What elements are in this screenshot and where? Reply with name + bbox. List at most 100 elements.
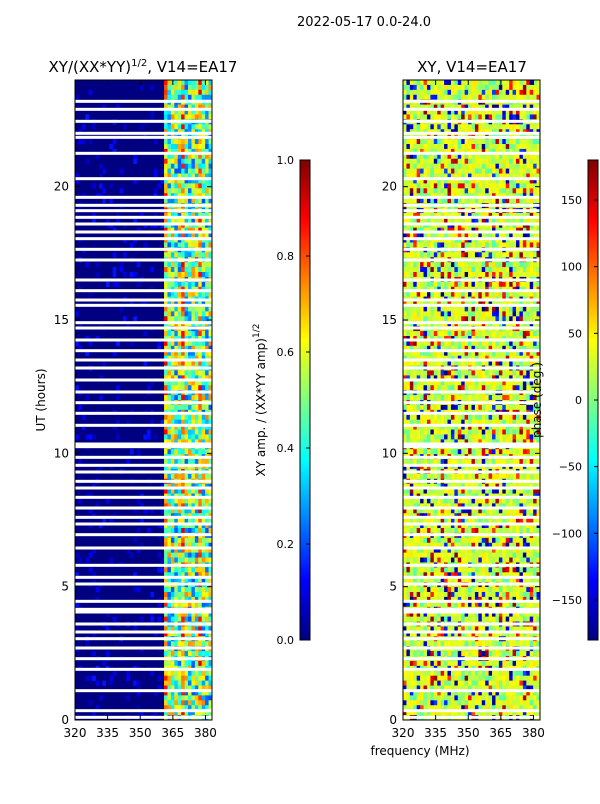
phase-cell	[430, 80, 434, 85]
amp-cell	[178, 385, 182, 390]
phase-cell	[420, 242, 424, 247]
phase-cell	[475, 316, 479, 321]
amp-cell	[188, 316, 192, 321]
phase-cell	[519, 188, 523, 193]
amp-cell	[205, 641, 209, 646]
phase-cell	[516, 272, 520, 277]
phase-cell	[492, 114, 496, 119]
phase-cell	[420, 95, 424, 100]
amp-cell	[178, 80, 182, 85]
amp-cell	[191, 341, 195, 346]
amp-cell	[198, 198, 202, 203]
phase-cell	[441, 183, 445, 188]
phase-cell	[526, 242, 530, 247]
phase-cell	[410, 341, 414, 346]
phase-cell	[441, 341, 445, 346]
amp-ytick-label: 10	[54, 446, 69, 460]
phase-cell	[437, 114, 441, 119]
amp-cell	[178, 164, 182, 169]
amp-cell	[164, 85, 168, 90]
phase-cell	[437, 252, 441, 257]
amp-cell	[198, 676, 202, 681]
phase-cell	[420, 114, 424, 119]
phase-cell	[430, 385, 434, 390]
amp-flag-row	[75, 391, 212, 394]
phase-cell	[489, 139, 493, 144]
phase-cell	[461, 252, 465, 257]
amp-cell	[96, 681, 100, 686]
phase-cell	[499, 164, 503, 169]
amp-flag-row	[75, 496, 212, 499]
phase-cell	[403, 370, 407, 375]
phase-cell	[516, 292, 520, 297]
phase-cell	[513, 395, 517, 400]
phase-cell	[475, 164, 479, 169]
amp-cell	[164, 434, 168, 439]
phase-cell	[468, 385, 472, 390]
phase-cell	[499, 139, 503, 144]
phase-cell	[441, 164, 445, 169]
amp-cell	[174, 267, 178, 272]
phase-cell	[451, 242, 455, 247]
phase-cell	[424, 114, 428, 119]
phase-cell	[424, 144, 428, 149]
amp-cell	[188, 370, 192, 375]
phase-cell	[472, 169, 476, 174]
phase-cell	[410, 282, 414, 287]
amp-cell	[157, 183, 161, 188]
amp-flag-row	[75, 196, 212, 199]
amp-cell	[137, 449, 141, 454]
amp-cell	[205, 370, 209, 375]
amp-cell	[171, 592, 175, 597]
amp-cell	[78, 498, 82, 503]
amp-cell	[185, 385, 189, 390]
phase-cell	[509, 159, 513, 164]
phase-cell	[482, 385, 486, 390]
amp-cell	[185, 700, 189, 705]
phase-cell	[427, 415, 431, 420]
phase-cell	[434, 316, 438, 321]
phase-cell	[519, 124, 523, 129]
amp-flag-row	[75, 231, 212, 234]
amp-flag-row	[75, 689, 212, 692]
amp-flag-row	[75, 248, 212, 251]
amp-cell	[205, 459, 209, 464]
phase-cell	[465, 164, 469, 169]
amp-cell	[198, 567, 202, 572]
phase-cell	[417, 159, 421, 164]
phase-cell	[424, 395, 428, 400]
amp-cell	[154, 169, 158, 174]
phase-cell	[519, 405, 523, 410]
phase-cell	[413, 370, 417, 375]
phase-cell	[430, 159, 434, 164]
phase-cell	[427, 262, 431, 267]
amp-cell	[150, 267, 154, 272]
phase-cell	[410, 80, 414, 85]
phase-cell	[448, 139, 452, 144]
phase-cell	[410, 90, 414, 95]
phase-cell	[458, 124, 462, 129]
phase-cell	[530, 198, 534, 203]
phase-cell	[495, 85, 499, 90]
phase-cell	[444, 267, 448, 272]
amp-flag-row	[75, 668, 212, 671]
amp-cell	[181, 144, 185, 149]
phase-cell	[403, 159, 407, 164]
amp-cell	[109, 198, 113, 203]
amp-cell	[178, 282, 182, 287]
phase-cell	[417, 114, 421, 119]
amp-cell	[185, 198, 189, 203]
amplitude-colorbar: 0.00.20.40.60.81.0 XY amp. / (XX*YY amp)…	[252, 154, 310, 647]
amp-cell	[195, 124, 199, 129]
amp-cell	[106, 498, 110, 503]
phase-cell	[406, 415, 410, 420]
amp-cell	[167, 188, 171, 193]
phase-cell	[502, 282, 506, 287]
amp-cell	[191, 587, 195, 592]
amp-cell	[181, 198, 185, 203]
amp-cell	[171, 538, 175, 543]
amplitude-colorbar-label: XY amp. / (XX*YY amp)1/2	[252, 324, 268, 477]
amp-cell	[123, 124, 127, 129]
amp-cell	[198, 395, 202, 400]
amp-cell	[167, 252, 171, 257]
